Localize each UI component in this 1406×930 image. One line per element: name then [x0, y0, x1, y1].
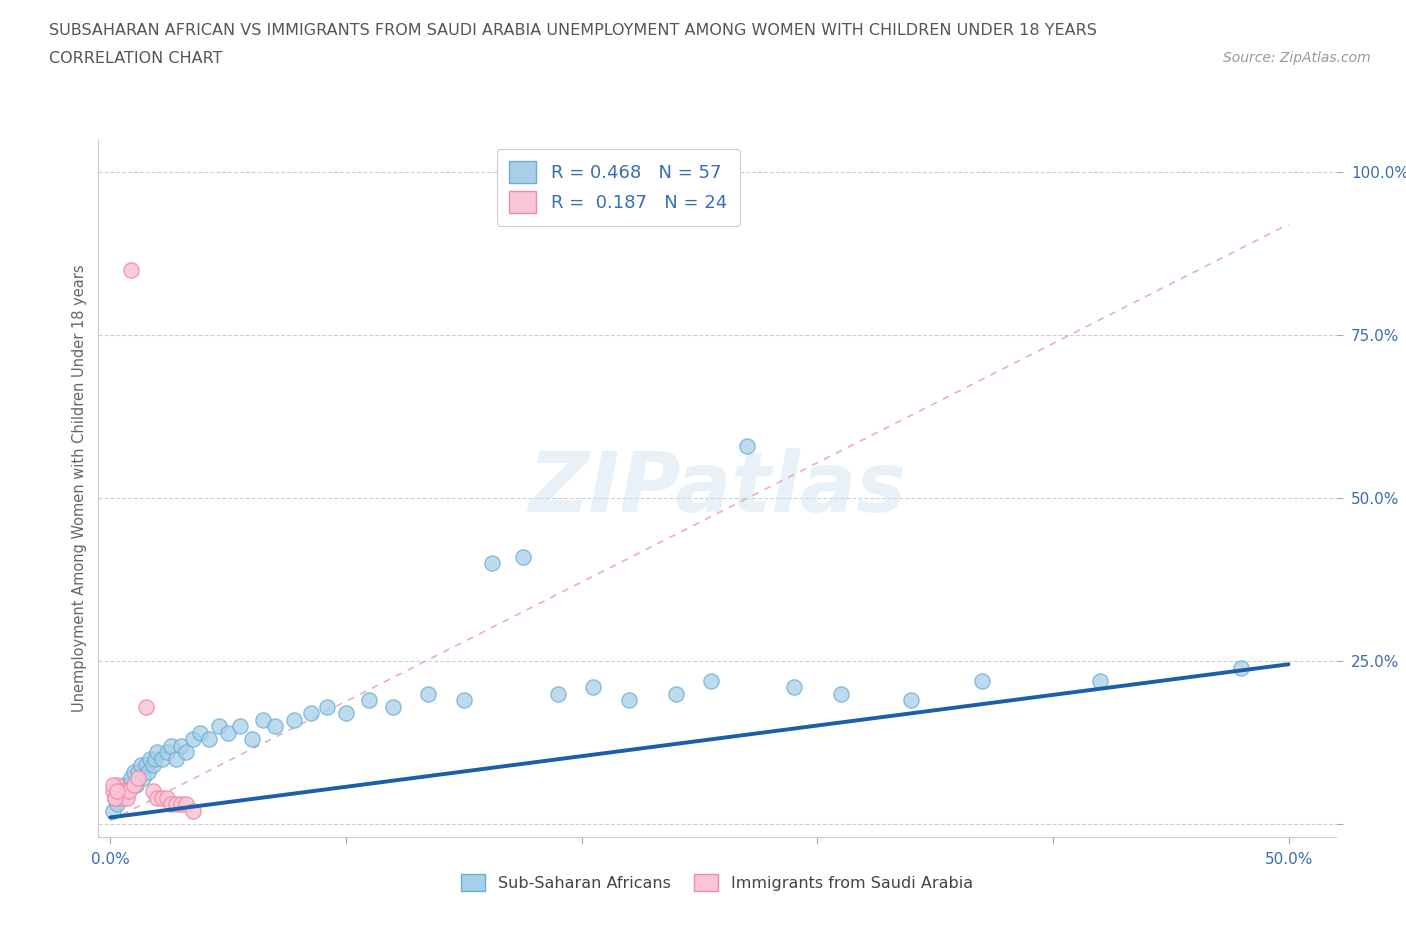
Point — [129, 758, 152, 773]
Point — [481, 556, 503, 571]
Point — [359, 693, 381, 708]
Point — [174, 797, 197, 812]
Point — [146, 790, 169, 805]
Point — [700, 673, 723, 688]
Point — [582, 680, 605, 695]
Point — [127, 764, 149, 779]
Point — [115, 784, 138, 799]
Point — [135, 758, 157, 773]
Point — [972, 673, 994, 688]
Point — [1230, 660, 1253, 675]
Point — [101, 784, 124, 799]
Point — [900, 693, 922, 708]
Point — [111, 790, 134, 805]
Point — [335, 706, 357, 721]
Y-axis label: Unemployment Among Women with Children Under 18 years: Unemployment Among Women with Children U… — [72, 264, 87, 712]
Point — [782, 680, 804, 695]
Point — [104, 790, 127, 805]
Point — [104, 790, 127, 805]
Point — [418, 686, 440, 701]
Point — [142, 758, 165, 773]
Point — [105, 777, 128, 792]
Point — [105, 797, 128, 812]
Point — [125, 777, 148, 792]
Point — [108, 784, 131, 799]
Point — [217, 725, 239, 740]
Point — [118, 777, 141, 792]
Point — [156, 790, 179, 805]
Point — [316, 699, 339, 714]
Point — [174, 745, 197, 760]
Legend: Sub-Saharan Africans, Immigrants from Saudi Arabia: Sub-Saharan Africans, Immigrants from Sa… — [453, 866, 981, 898]
Point — [170, 738, 193, 753]
Point — [118, 784, 141, 799]
Point — [617, 693, 640, 708]
Point — [150, 790, 173, 805]
Point — [115, 790, 138, 805]
Point — [735, 438, 758, 453]
Point — [101, 804, 124, 818]
Point — [127, 771, 149, 786]
Point — [512, 550, 534, 565]
Point — [111, 790, 134, 805]
Point — [665, 686, 688, 701]
Point — [160, 797, 183, 812]
Point — [207, 719, 229, 734]
Point — [122, 777, 145, 792]
Point — [229, 719, 252, 734]
Point — [198, 732, 221, 747]
Point — [156, 745, 179, 760]
Text: ZIPatlas: ZIPatlas — [529, 447, 905, 529]
Point — [139, 751, 162, 766]
Point — [165, 751, 187, 766]
Point — [181, 804, 204, 818]
Point — [1088, 673, 1111, 688]
Point — [105, 784, 128, 799]
Point — [382, 699, 405, 714]
Point — [120, 771, 142, 786]
Point — [283, 712, 305, 727]
Point — [453, 693, 475, 708]
Point — [252, 712, 274, 727]
Text: Source: ZipAtlas.com: Source: ZipAtlas.com — [1223, 51, 1371, 65]
Point — [146, 745, 169, 760]
Point — [120, 262, 142, 277]
Point — [136, 764, 159, 779]
Point — [181, 732, 204, 747]
Point — [135, 699, 157, 714]
Point — [165, 797, 187, 812]
Point — [299, 706, 322, 721]
Point — [112, 777, 135, 792]
Point — [142, 784, 165, 799]
Point — [170, 797, 193, 812]
Point — [108, 784, 131, 799]
Point — [122, 764, 145, 779]
Point — [240, 732, 263, 747]
Point — [160, 738, 183, 753]
Text: CORRELATION CHART: CORRELATION CHART — [49, 51, 222, 66]
Point — [104, 790, 127, 805]
Point — [830, 686, 852, 701]
Text: SUBSAHARAN AFRICAN VS IMMIGRANTS FROM SAUDI ARABIA UNEMPLOYMENT AMONG WOMEN WITH: SUBSAHARAN AFRICAN VS IMMIGRANTS FROM SA… — [49, 23, 1097, 38]
Point — [188, 725, 211, 740]
Point — [547, 686, 569, 701]
Point — [150, 751, 173, 766]
Point — [112, 784, 135, 799]
Point — [101, 777, 124, 792]
Point — [132, 771, 155, 786]
Point — [264, 719, 287, 734]
Point — [143, 751, 166, 766]
